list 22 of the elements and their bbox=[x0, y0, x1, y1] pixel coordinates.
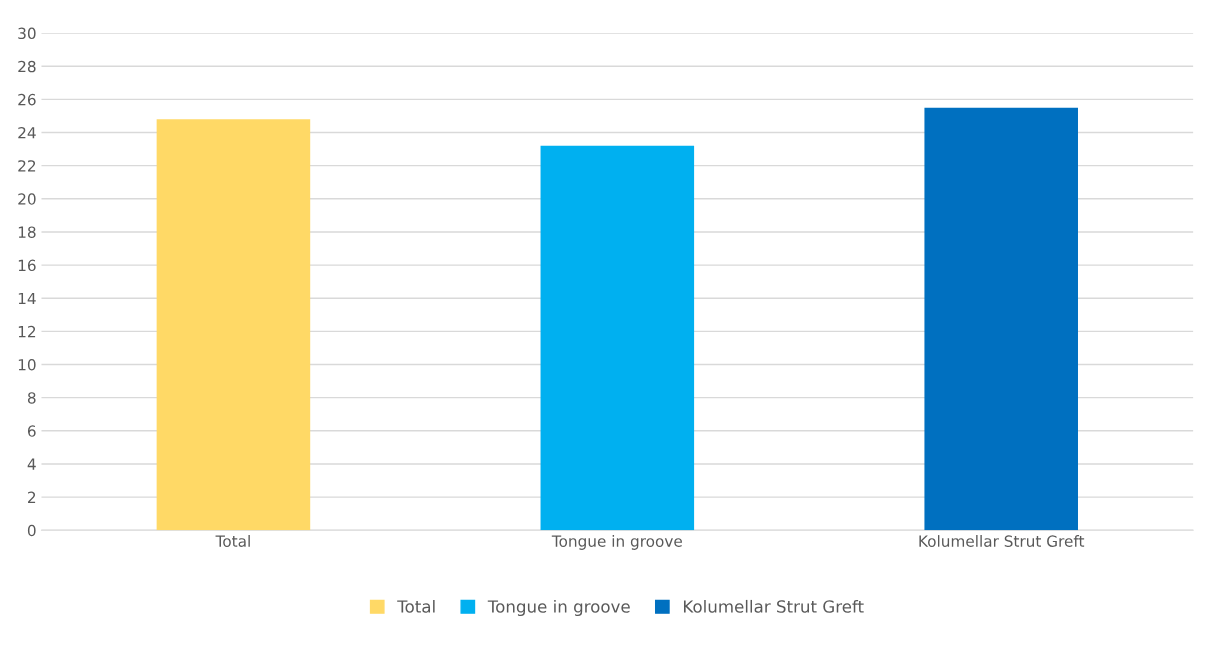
y-tick-label: 22 bbox=[18, 160, 36, 172]
y-tick-label: 14 bbox=[18, 292, 36, 305]
legend-label: Tongue in groove bbox=[487, 599, 630, 617]
y-tick-label: 20 bbox=[18, 193, 36, 205]
y-tick-label: 26 bbox=[18, 93, 36, 106]
y-tick-label: 6 bbox=[27, 425, 36, 437]
x-tick-label: Tongue in groove bbox=[551, 535, 682, 550]
y-tick-label: 4 bbox=[27, 458, 36, 470]
y-tick-label: 30 bbox=[18, 27, 36, 40]
y-tick-label: 2 bbox=[28, 491, 36, 503]
y-tick-label: 16 bbox=[18, 259, 36, 272]
y-tick-label: 8 bbox=[27, 392, 36, 404]
x-tick-label: Total bbox=[215, 535, 250, 547]
y-tick-label: 12 bbox=[18, 325, 36, 338]
y-tick-label: 0 bbox=[27, 524, 36, 537]
legend-label: Total bbox=[397, 599, 435, 613]
y-tick-label: 18 bbox=[18, 226, 36, 238]
legend-label: Kolumellar Strut Greft bbox=[683, 599, 864, 613]
y-tick-label: 24 bbox=[18, 126, 36, 139]
y-tick-label: 10 bbox=[18, 358, 36, 371]
x-tick-label: Kolumellar Strut Greft bbox=[919, 535, 1085, 547]
y-tick-label: 28 bbox=[18, 60, 36, 73]
